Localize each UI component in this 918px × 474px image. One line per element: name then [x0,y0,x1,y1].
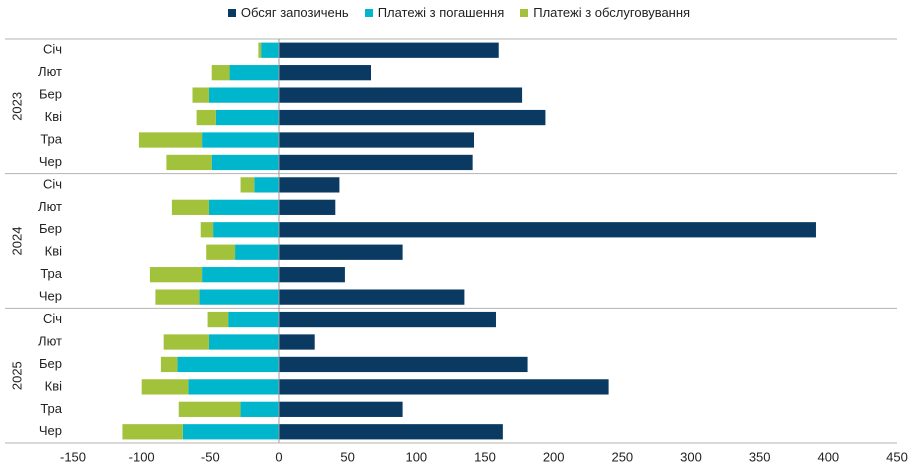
category-label: Тра [40,266,62,281]
legend-label-servicing: Платежі з обслуговування [533,5,691,20]
category-label: Кві [45,244,62,259]
repayment-bar [215,109,279,126]
repayment-bar [202,132,279,148]
category-label: Січ [43,311,62,326]
legend-swatch-servicing [520,8,529,17]
servicing-bar [138,132,203,148]
borrowing-bar [279,356,528,373]
category-label: Бер [39,221,62,236]
repayment-bar [199,289,279,305]
servicing-bar [122,424,183,440]
borrowing-bar [279,109,546,126]
borrowing-bar [279,311,496,328]
servicing-bar [211,65,230,81]
servicing-bar [149,267,203,283]
repayment-bar [208,334,279,350]
servicing-bar [178,401,241,417]
servicing-bar [155,289,200,305]
servicing-bar [206,244,236,260]
borrowing-bar [279,244,403,260]
category-label: Бер [39,356,62,371]
servicing-bar [141,379,189,395]
borrowing-bar [279,222,816,238]
category-label: Лют [38,64,62,79]
repayment-bar [228,311,279,328]
x-tick-label: 450 [886,449,908,464]
category-label: Лют [38,333,62,348]
servicing-bar [166,154,212,171]
repayment-bar [208,199,279,215]
repayment-bar [188,379,279,395]
repayment-bar [229,65,279,81]
borrowing-bar [279,289,465,305]
borrowing-bar [279,177,340,193]
category-label: Чер [39,423,62,438]
borrowing-bar [279,401,403,417]
x-tick-label: 200 [543,449,565,464]
legend-label-repayment: Платежі з погашення [377,5,505,20]
category-label: Лют [38,199,62,214]
x-tick-label: 250 [611,449,633,464]
category-label: Січ [43,176,62,191]
x-tick-label: 300 [680,449,702,464]
x-tick-label: 150 [474,449,496,464]
servicing-bar [196,109,216,126]
chart-legend: Обсяг запозичень Платежі з погашення Пла… [0,5,918,20]
x-tick-label: -150 [60,449,86,464]
repayment-bar [211,154,279,171]
servicing-bar [258,42,262,58]
servicing-bar [207,311,229,328]
borrowing-bar [279,154,473,171]
borrowing-bar [279,424,503,440]
repayment-bar [235,244,279,260]
borrowing-bar [279,379,609,395]
servicing-bar [163,334,209,350]
category-label: Кві [45,378,62,393]
legend-swatch-borrowing [227,8,236,17]
servicing-bar [160,356,178,373]
category-label: Січ [43,42,62,57]
year-label: 2023 [9,92,24,121]
x-tick-label: 350 [749,449,771,464]
x-tick-label: 400 [817,449,839,464]
x-tick-label: -100 [129,449,155,464]
repayment-bar [177,356,279,373]
borrowing-bar [279,199,336,215]
servicing-bar [200,222,214,238]
servicing-bar [192,87,209,103]
repayment-bar [261,42,279,58]
x-tick-label: -50 [201,449,220,464]
borrowing-bar [279,42,499,58]
category-label: Чер [39,154,62,169]
legend-label-borrowing: Обсяг запозичень [240,5,349,20]
servicing-bar [171,199,209,215]
repayment-bar [208,87,279,103]
legend-item-borrowing: Обсяг запозичень [227,5,349,20]
category-label: Тра [40,131,62,146]
repayment-bar [182,424,279,440]
year-label: 2024 [9,227,24,256]
repayment-bar [213,222,279,238]
borrowing-bar [279,132,475,148]
borrowing-bar [279,65,372,81]
repayment-bar [254,177,279,193]
legend-item-repayment: Платежі з погашення [364,5,505,20]
category-label: Чер [39,289,62,304]
servicing-bar [240,177,255,193]
category-label: Тра [40,401,62,416]
category-label: Кві [45,109,62,124]
legend-item-servicing: Платежі з обслуговування [520,5,690,20]
x-tick-label: 50 [340,449,354,464]
borrowing-bar [279,267,345,283]
x-tick-label: 100 [405,449,427,464]
repayment-bar [240,401,279,417]
x-tick-label: 0 [275,449,282,464]
borrowing-bar [279,334,315,350]
year-label: 2025 [9,361,24,390]
category-label: Бер [39,87,62,102]
repayment-bar [202,267,279,283]
legend-swatch-repayment [364,8,373,17]
borrowing-bar [279,87,523,103]
